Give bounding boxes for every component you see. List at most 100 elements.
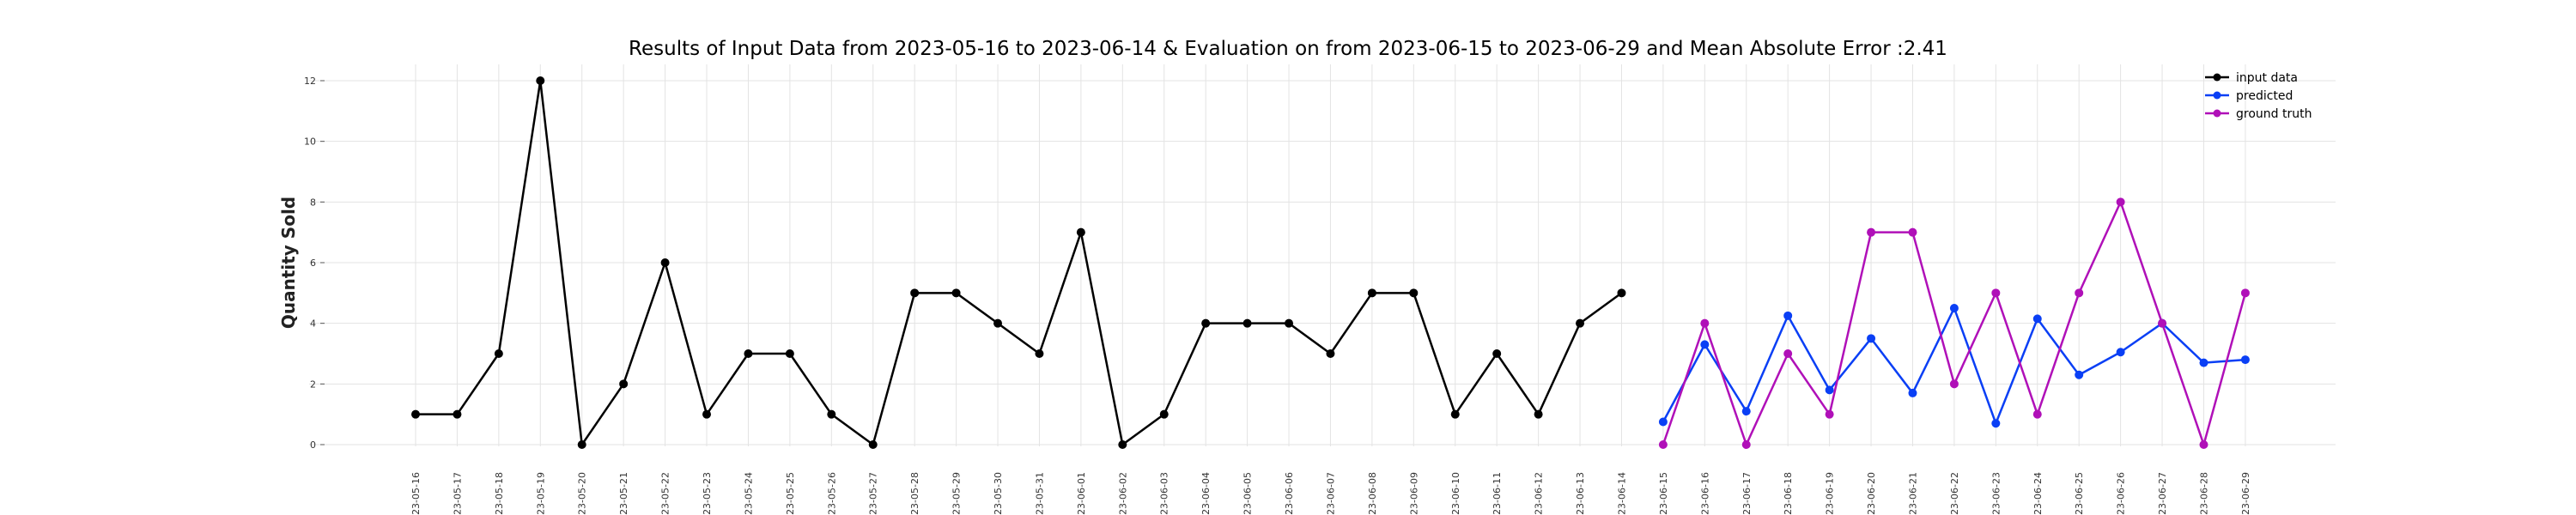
x-tick-label: -23-05-27	[868, 472, 879, 515]
x-tick-label: -23-05-26	[826, 472, 837, 515]
data-point-input-data	[1492, 349, 1502, 358]
data-point-input-data	[494, 349, 503, 358]
y-tick-label: 12	[304, 76, 316, 87]
data-point-input-data	[1534, 409, 1543, 419]
x-tick-label: -23-06-22	[1949, 472, 1960, 515]
x-tick-label: -23-05-16	[410, 472, 422, 515]
x-tick-label: -23-06-21	[1907, 472, 1918, 515]
data-point-input-data	[1159, 409, 1169, 419]
data-point-ground-truth	[1867, 227, 1876, 237]
data-point-ground-truth	[1991, 288, 2001, 298]
legend-label-predicted: predicted	[2236, 89, 2293, 103]
legend-marker-input-data	[2213, 73, 2221, 82]
chart-title: Results of Input Data from 2023-05-16 to…	[629, 38, 1947, 60]
data-point-input-data	[577, 440, 586, 449]
x-tick-label: -23-06-01	[1076, 472, 1087, 515]
y-tick-label: 8	[310, 197, 316, 208]
x-tick-label: -23-06-18	[1783, 472, 1794, 515]
legend-marker-ground-truth	[2213, 109, 2221, 118]
y-axis-label: Quantity Sold	[278, 197, 299, 329]
y-tick-label: 0	[310, 439, 316, 451]
data-point-predicted	[1867, 334, 1876, 343]
x-tick-label: -23-06-25	[2074, 472, 2085, 515]
data-point-input-data	[1201, 318, 1211, 328]
x-tick-label: -23-05-19	[535, 472, 546, 515]
data-point-predicted	[2116, 348, 2125, 357]
data-point-input-data	[1035, 349, 1044, 358]
x-tick-label: -23-06-24	[2032, 472, 2044, 515]
data-point-input-data	[1617, 288, 1626, 298]
x-tick-label: -23-06-23	[1990, 472, 2002, 515]
x-tick-label: -23-06-10	[1450, 472, 1461, 515]
data-point-input-data	[1450, 409, 1460, 419]
data-point-predicted	[1991, 419, 2001, 428]
x-tick-label: -23-06-12	[1534, 472, 1545, 515]
x-tick-label: -23-06-13	[1575, 472, 1586, 515]
legend-marker-predicted	[2213, 91, 2221, 100]
x-tick-label: -23-05-31	[1034, 472, 1045, 515]
x-tick-label: -23-06-11	[1492, 472, 1503, 515]
data-point-input-data	[1242, 318, 1252, 328]
data-point-input-data	[868, 440, 878, 449]
data-point-input-data	[1076, 227, 1085, 237]
grid-lines	[309, 64, 2336, 446]
legend-label-input-data: input data	[2236, 71, 2298, 85]
x-tick-label: -23-05-20	[577, 472, 588, 515]
data-point-ground-truth	[1908, 227, 1917, 237]
data-point-predicted	[2240, 355, 2250, 365]
x-tick-label: -23-06-03	[1159, 472, 1170, 515]
data-point-input-data	[411, 409, 420, 419]
data-point-predicted	[2199, 358, 2208, 367]
data-point-ground-truth	[2199, 440, 2208, 449]
data-point-predicted	[1658, 417, 1668, 427]
x-tick-label: -23-05-29	[951, 472, 963, 515]
data-point-input-data	[785, 349, 794, 358]
data-point-input-data	[1285, 318, 1294, 328]
x-tick-label: -23-05-28	[909, 472, 920, 515]
data-point-ground-truth	[2032, 409, 2042, 419]
x-tick-label: -23-06-06	[1284, 472, 1295, 515]
x-tick-label: -23-06-09	[1408, 472, 1419, 515]
x-tick-label: -23-06-02	[1117, 472, 1128, 515]
y-tick-label: 10	[304, 136, 316, 148]
x-tick-label: -23-06-26	[2116, 472, 2127, 515]
x-tick-label: -23-06-04	[1200, 472, 1212, 515]
x-tick-label: -23-05-24	[743, 472, 754, 515]
data-point-predicted	[2032, 314, 2042, 324]
data-point-ground-truth	[1783, 349, 1793, 358]
data-point-input-data	[1367, 288, 1376, 298]
data-point-input-data	[619, 379, 629, 389]
data-point-predicted	[2075, 370, 2084, 379]
series-line-input-data	[416, 79, 1623, 446]
x-tick-label: -23-06-16	[1699, 472, 1710, 515]
data-point-input-data	[1326, 349, 1335, 358]
x-tick-label: -23-06-05	[1242, 472, 1254, 515]
data-point-input-data	[910, 288, 920, 298]
data-point-predicted	[1700, 340, 1710, 349]
x-tick-label: -23-06-14	[1616, 472, 1627, 515]
data-point-predicted	[1949, 304, 1959, 312]
x-tick-label: -23-06-27	[2157, 472, 2168, 515]
data-point-input-data	[660, 258, 670, 267]
data-point-ground-truth	[1658, 440, 1668, 449]
series-points	[411, 76, 2250, 449]
data-point-input-data	[536, 76, 545, 85]
x-tick-label: -23-06-08	[1367, 472, 1378, 515]
data-point-ground-truth	[2240, 288, 2250, 298]
data-point-ground-truth	[2075, 288, 2084, 298]
x-tick-label: -23-06-29	[2240, 472, 2251, 515]
x-tick-label: -23-06-17	[1741, 472, 1753, 515]
data-point-input-data	[951, 288, 961, 298]
x-tick-label: -23-06-28	[2198, 472, 2209, 515]
data-point-predicted	[1825, 385, 1834, 395]
x-tick-label: -23-05-30	[993, 472, 1004, 515]
x-tick-label: -23-06-20	[1866, 472, 1877, 515]
y-tick-label: 6	[310, 258, 316, 269]
x-tick-label: -23-05-18	[494, 472, 505, 515]
data-point-predicted	[1908, 388, 1917, 397]
data-point-ground-truth	[2158, 318, 2167, 328]
y-axis-ticks: 0 2 4 6 8 10 12	[304, 76, 325, 451]
x-tick-label: -23-06-15	[1658, 472, 1669, 515]
legend-label-ground-truth: ground truth	[2236, 107, 2312, 121]
